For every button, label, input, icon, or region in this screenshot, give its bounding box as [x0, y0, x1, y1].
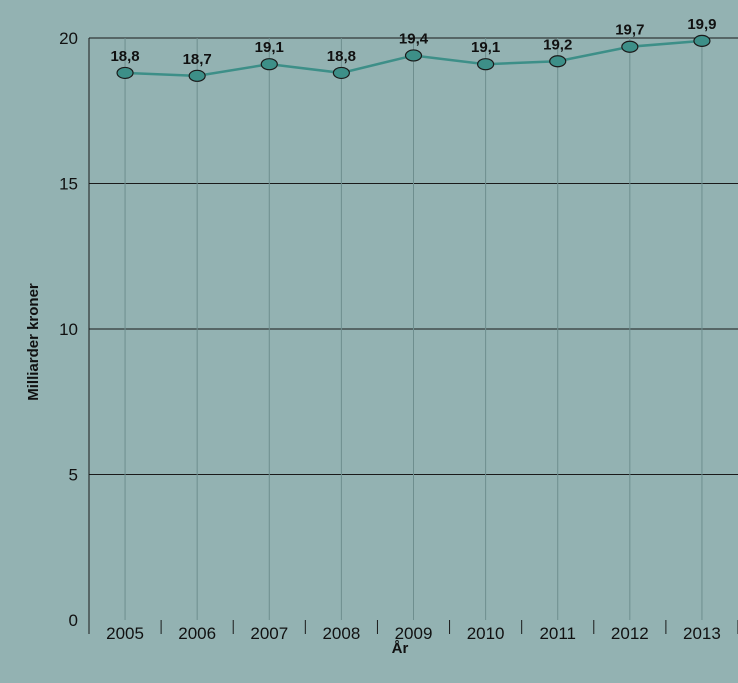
data-label-2009: 19,4	[399, 30, 429, 47]
data-label-2008: 18,8	[327, 48, 356, 65]
data-label-2005: 18,8	[110, 48, 139, 65]
y-tick-label-10: 10	[59, 320, 78, 339]
x-tick-label-2007: 2007	[250, 624, 288, 643]
x-tick-label-2006: 2006	[178, 624, 216, 643]
x-tick-label-2009: 2009	[395, 624, 433, 643]
data-point-2008	[332, 66, 350, 80]
y-axis-title: Milliarder kroner	[25, 283, 42, 401]
y-tick-label-15: 15	[59, 175, 78, 194]
x-tick-label-2008: 2008	[322, 624, 360, 643]
x-tick-label-2012: 2012	[611, 624, 649, 643]
data-label-2006: 18,7	[183, 51, 212, 68]
data-label-2013: 19,9	[687, 16, 716, 33]
data-label-2010: 19,1	[471, 39, 500, 56]
data-label-2007: 19,1	[255, 39, 284, 56]
y-tick-label-0: 0	[69, 611, 78, 630]
data-point-2005	[116, 66, 134, 80]
category-guides	[124, 38, 703, 620]
data-point-2010	[477, 58, 495, 71]
data-point-2007	[260, 58, 278, 71]
data-label-2011: 19,2	[543, 36, 572, 53]
x-tick-label-2011: 2011	[539, 624, 576, 643]
data-point-2012	[621, 40, 639, 53]
data-labels: 18,8 18,7 19,1 18,8 19,4 19,1 19,2 19,7 19,9	[110, 16, 716, 68]
y-axis-ticks: 0 5 10 15 20	[59, 29, 78, 630]
x-tick-label-2005: 2005	[106, 624, 144, 643]
y-tick-label-5: 5	[69, 466, 78, 485]
data-label-2012: 19,7	[615, 22, 644, 39]
x-axis-title: År	[392, 640, 409, 657]
y-tick-label-20: 20	[59, 29, 78, 48]
data-points	[116, 34, 711, 82]
data-point-2013	[693, 34, 711, 48]
x-axis: 2005 2006 2007 2008 2009 2010 2011 2012 2013	[88, 620, 738, 643]
data-point-2006	[188, 69, 206, 82]
data-point-2009	[404, 49, 423, 62]
data-point-2011	[549, 55, 567, 68]
x-tick-label-2013: 2013	[683, 624, 721, 643]
x-tick-label-2010: 2010	[467, 624, 505, 643]
